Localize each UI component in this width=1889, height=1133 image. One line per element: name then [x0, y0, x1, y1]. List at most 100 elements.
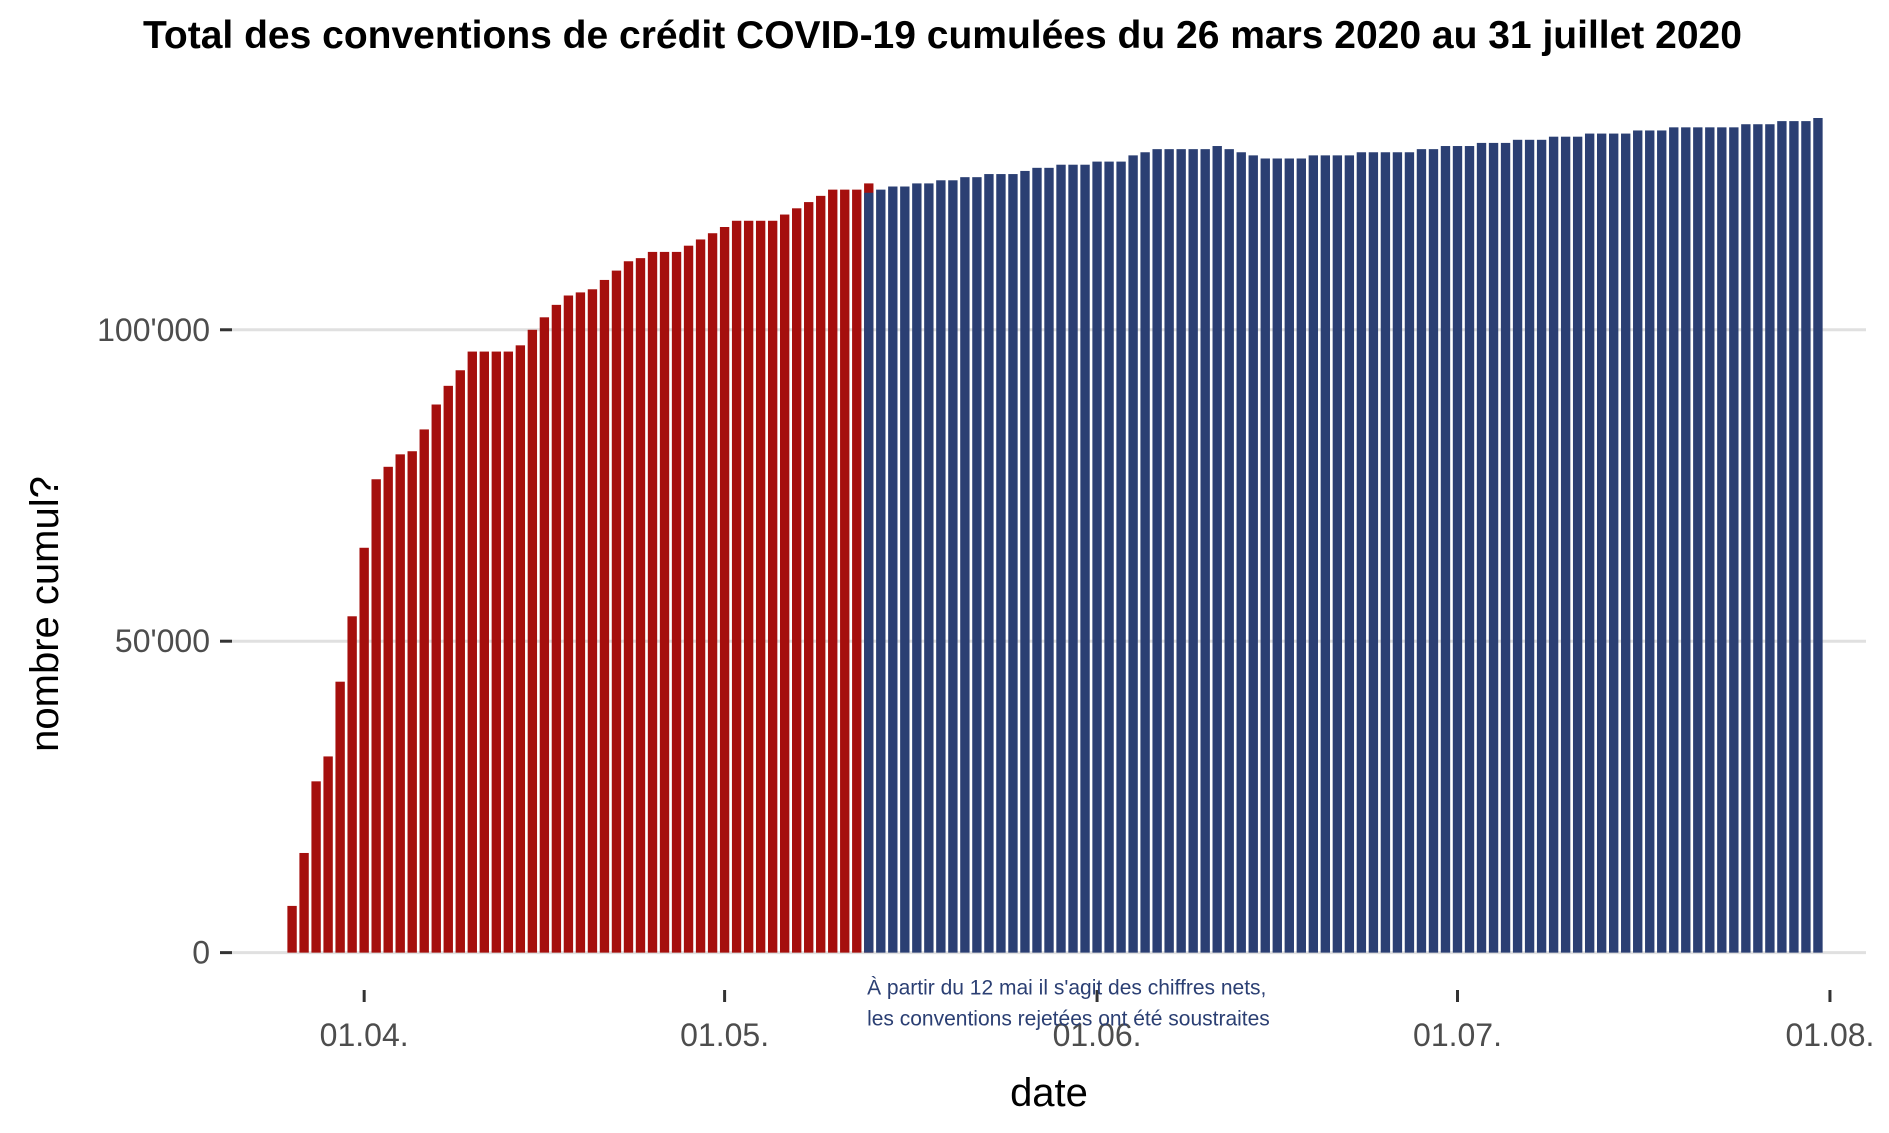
bar-net — [1392, 152, 1403, 953]
bar-net — [996, 174, 1006, 953]
bar-net — [864, 192, 874, 953]
bar-net — [984, 174, 994, 953]
bar-gross — [359, 547, 369, 953]
bar-net — [1512, 139, 1523, 953]
bar-gross — [455, 370, 465, 953]
bar-net — [1428, 149, 1439, 953]
y-tick-label: 100'000 — [97, 312, 210, 348]
bar-net — [1116, 161, 1126, 953]
bar-gross — [587, 289, 598, 953]
bar-gross — [395, 454, 405, 953]
bar-net — [1548, 136, 1559, 953]
bar-gross — [599, 279, 610, 953]
bar-gross — [539, 317, 550, 953]
bar-gross — [383, 466, 393, 953]
bar-net — [1669, 127, 1679, 953]
bar-net — [1260, 158, 1270, 953]
bar-net — [960, 177, 970, 953]
bar-net — [1188, 149, 1198, 953]
y-tick-label: 50'000 — [115, 623, 210, 659]
bar-net — [1609, 133, 1619, 953]
bar-gross — [443, 385, 453, 953]
bar-net — [1440, 146, 1451, 953]
bar-gross — [659, 251, 670, 953]
bar-gross — [828, 189, 838, 953]
bar-net — [1356, 152, 1367, 953]
bar-net — [1020, 170, 1030, 953]
bar-net — [1056, 164, 1066, 953]
bar-net — [1500, 142, 1511, 953]
bar-gross — [527, 329, 538, 953]
annotation-line-2: les conventions rejetées ont été soustra… — [867, 1008, 1270, 1031]
bar-gross — [431, 404, 441, 953]
bar-net — [1452, 146, 1463, 953]
x-axis-ticks: 01.04. 01.05. 01.06. 01.07. 01.08. — [320, 990, 1874, 1053]
bar-gross — [311, 781, 321, 953]
bar-net — [1621, 133, 1631, 953]
bar-gross — [767, 220, 778, 953]
bar-gross — [407, 451, 417, 953]
bar-net — [1717, 127, 1727, 953]
bar-gross — [804, 202, 814, 953]
y-tick-label: 0 — [192, 935, 210, 971]
bar-gross — [335, 681, 345, 953]
bar-net — [1344, 155, 1355, 953]
bar-net — [1200, 149, 1210, 953]
bar-gross — [635, 258, 646, 953]
bar-net — [1308, 155, 1319, 953]
bar-net — [1476, 142, 1487, 953]
bar-gross — [731, 220, 742, 953]
x-tick-label: 01.07. — [1413, 1017, 1502, 1053]
bar-gross — [671, 251, 682, 953]
bars — [287, 118, 1823, 953]
bar-net — [1657, 130, 1667, 953]
bar-net — [1536, 139, 1547, 953]
bar-net — [1104, 161, 1114, 953]
bar-net — [1765, 124, 1775, 953]
bar-net — [1212, 146, 1222, 953]
bar-net — [1560, 136, 1571, 953]
bar-gross — [683, 245, 694, 953]
bar-net — [1729, 127, 1739, 953]
bar-net — [1332, 155, 1343, 953]
bar-net — [1320, 155, 1331, 953]
y-axis-title: nombre cumul? — [23, 476, 67, 752]
bar-net — [972, 177, 982, 953]
bar-net — [1296, 158, 1306, 953]
bar-gross — [779, 214, 790, 953]
bar-gross — [515, 345, 526, 953]
bar-gross — [707, 233, 718, 953]
bar-net — [1572, 136, 1583, 953]
bar-net — [1164, 149, 1174, 953]
x-tick-label: 01.04. — [320, 1017, 409, 1053]
bar-gross — [419, 429, 429, 953]
bar-net — [1524, 139, 1535, 953]
bar-net — [1645, 130, 1655, 953]
bar-gross — [755, 220, 766, 953]
y-axis-ticks: 0 50'000 100'000 — [97, 312, 232, 971]
bar-gross — [503, 351, 514, 953]
bar-gross — [575, 292, 586, 953]
bar-net — [1813, 118, 1823, 953]
bar-gross — [792, 208, 802, 953]
bar-net — [1068, 164, 1078, 953]
bar-net — [1176, 149, 1186, 953]
bar-net — [1633, 130, 1643, 953]
bar-net — [1693, 127, 1703, 953]
bar-gross — [479, 351, 489, 953]
bar-net — [1596, 133, 1607, 953]
bar-net — [888, 186, 898, 953]
bar-net — [1008, 174, 1018, 953]
bar-gross — [551, 304, 562, 953]
x-axis-title: date — [1010, 1071, 1088, 1115]
bar-gross — [840, 189, 850, 953]
bar-gross — [647, 251, 658, 953]
bar-gross — [371, 479, 381, 953]
bar-net — [1380, 152, 1391, 953]
bar-net — [1272, 158, 1282, 953]
bar-net — [1488, 142, 1499, 953]
bar-net — [948, 180, 958, 953]
bar-gross — [852, 189, 862, 953]
bar-net — [912, 183, 922, 953]
